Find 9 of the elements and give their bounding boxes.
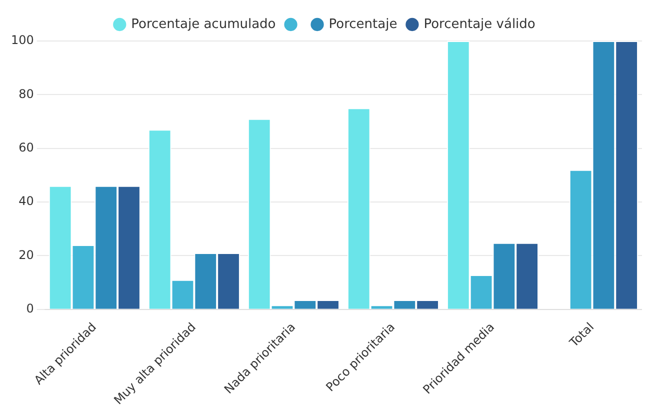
legend-label: Porcentaje	[328, 16, 398, 32]
y-tick-label: 60	[18, 140, 34, 154]
legend-label: Porcentaje válido	[424, 16, 536, 32]
y-tick-label: 0	[26, 302, 34, 316]
legend-label: Porcentaje acumulado	[131, 16, 276, 32]
y-tick-label: 20	[18, 248, 34, 262]
y-tick-label: 40	[18, 194, 34, 208]
y-tick-label: 80	[18, 86, 34, 101]
y-tick-label: 100	[11, 33, 34, 48]
